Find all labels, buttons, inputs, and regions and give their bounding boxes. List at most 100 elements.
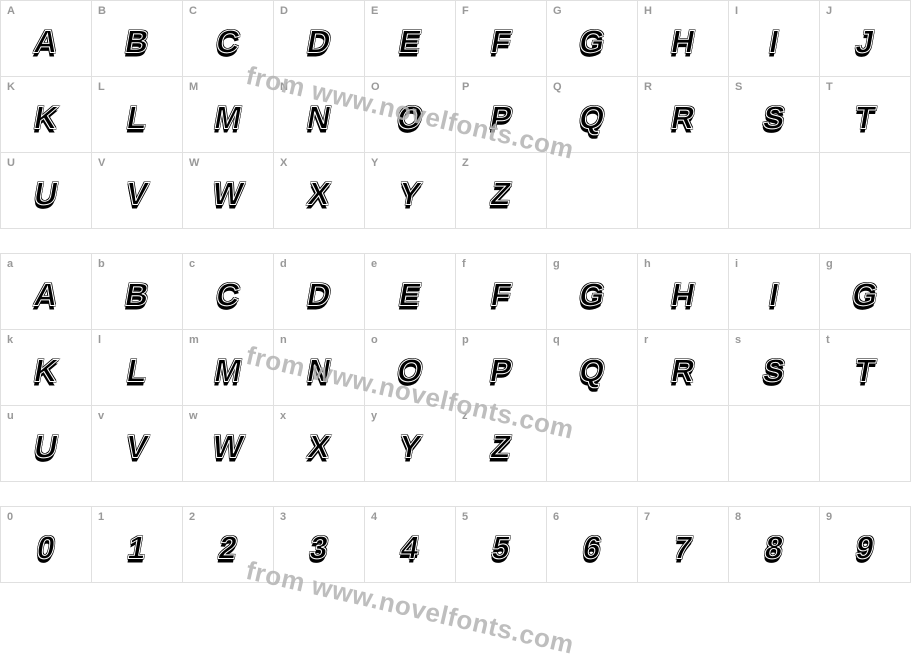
glyph-cell[interactable]: iII: [729, 254, 820, 330]
glyph-cell[interactable]: lLL: [92, 330, 183, 406]
glyph-cell[interactable]: xXX: [274, 406, 365, 482]
glyph-cell[interactable]: uUU: [1, 406, 92, 482]
glyph-cell[interactable]: DDD: [274, 1, 365, 77]
glyph-cell[interactable]: VVV: [92, 153, 183, 229]
glyph-key-label: f: [462, 258, 466, 270]
glyph-key-label: x: [280, 410, 286, 422]
glyph-cell[interactable]: OOO: [365, 77, 456, 153]
glyph-key-label: g: [826, 258, 833, 270]
glyph-cell[interactable]: RRR: [638, 77, 729, 153]
glyph-cell[interactable]: hHH: [638, 254, 729, 330]
glyph-cell[interactable]: 222: [183, 507, 274, 583]
glyph-cell[interactable]: 888: [729, 507, 820, 583]
glyph-preview: W: [210, 429, 247, 466]
glyph-cell[interactable]: EEE: [365, 1, 456, 77]
glyph-cell[interactable]: FFF: [456, 1, 547, 77]
glyph-cell[interactable]: KKK: [1, 77, 92, 153]
glyph-cell[interactable]: JJJ: [820, 1, 911, 77]
glyph-cell[interactable]: XXX: [274, 153, 365, 229]
glyph-cell[interactable]: zZZ: [456, 406, 547, 482]
glyph-preview: S: [760, 353, 788, 390]
glyph-key-label: t: [826, 334, 830, 346]
glyph-cell[interactable]: wWW: [183, 406, 274, 482]
glyph-cell[interactable]: 444: [365, 507, 456, 583]
glyph-cell[interactable]: LLL: [92, 77, 183, 153]
glyph-cell[interactable]: MMM: [183, 77, 274, 153]
glyph-cell[interactable]: 555: [456, 507, 547, 583]
glyph-cell: [547, 153, 638, 229]
glyph-cell[interactable]: III: [729, 1, 820, 77]
glyph-cell[interactable]: mMM: [183, 330, 274, 406]
charmap-section: aAAbBBcCCdDDeEEfFFgGGhHHiIIgGGkKKlLLmMMn…: [0, 253, 911, 482]
glyph-cell[interactable]: sSS: [729, 330, 820, 406]
glyph-key-label: v: [98, 410, 104, 422]
glyph-cell[interactable]: cCC: [183, 254, 274, 330]
glyph-cell: [729, 153, 820, 229]
glyph-cell[interactable]: HHH: [638, 1, 729, 77]
glyph-cell[interactable]: 111: [92, 507, 183, 583]
glyph-cell[interactable]: AAA: [1, 1, 92, 77]
glyph-cell: [820, 406, 911, 482]
glyph-key-label: y: [371, 410, 377, 422]
glyph-cell[interactable]: 333: [274, 507, 365, 583]
glyph-cell[interactable]: GGG: [547, 1, 638, 77]
glyph-key-label: g: [553, 258, 560, 270]
glyph-cell[interactable]: YYY: [365, 153, 456, 229]
glyph-key-label: 4: [371, 511, 377, 523]
glyph-cell[interactable]: WWW: [183, 153, 274, 229]
glyph-preview: N: [304, 353, 334, 390]
glyph-preview: B: [122, 277, 152, 314]
glyph-key-label: G: [553, 5, 562, 17]
glyph-preview: Z: [488, 429, 514, 466]
glyph-cell[interactable]: fFF: [456, 254, 547, 330]
glyph-cell[interactable]: dDD: [274, 254, 365, 330]
glyph-key-label: s: [735, 334, 741, 346]
glyph-cell[interactable]: CCC: [183, 1, 274, 77]
glyph-cell[interactable]: eEE: [365, 254, 456, 330]
glyph-cell[interactable]: NNN: [274, 77, 365, 153]
glyph-preview: M: [211, 100, 244, 137]
glyph-cell[interactable]: qQQ: [547, 330, 638, 406]
glyph-preview: G: [576, 24, 607, 61]
glyph-cell[interactable]: BBB: [92, 1, 183, 77]
glyph-key-label: o: [371, 334, 378, 346]
glyph-cell[interactable]: pPP: [456, 330, 547, 406]
glyph-cell[interactable]: QQQ: [547, 77, 638, 153]
glyph-key-label: 6: [553, 511, 559, 523]
glyph-cell[interactable]: SSS: [729, 77, 820, 153]
glyph-preview: B: [122, 24, 152, 61]
glyph-preview: X: [305, 176, 333, 213]
glyph-cell[interactable]: gGG: [820, 254, 911, 330]
glyph-key-label: D: [280, 5, 288, 17]
glyph-preview: I: [766, 277, 781, 314]
glyph-cell[interactable]: ZZZ: [456, 153, 547, 229]
glyph-key-label: i: [735, 258, 738, 270]
glyph-cell[interactable]: UUU: [1, 153, 92, 229]
glyph-preview: O: [394, 353, 425, 390]
glyph-cell[interactable]: 666: [547, 507, 638, 583]
charmap-grid: aAAbBBcCCdDDeEEfFFgGGhHHiIIgGGkKKlLLmMMn…: [0, 253, 911, 482]
glyph-cell[interactable]: kKK: [1, 330, 92, 406]
glyph-cell[interactable]: 777: [638, 507, 729, 583]
glyph-cell[interactable]: 999: [820, 507, 911, 583]
glyph-cell[interactable]: tTT: [820, 330, 911, 406]
glyph-cell[interactable]: oOO: [365, 330, 456, 406]
glyph-cell[interactable]: rRR: [638, 330, 729, 406]
charmap-grid: AAABBBCCCDDDEEEFFFGGGHHHIIIJJJKKKLLLMMMN…: [0, 0, 911, 229]
glyph-cell[interactable]: yYY: [365, 406, 456, 482]
glyph-preview: 3: [307, 530, 331, 567]
glyph-preview: F: [488, 24, 514, 61]
glyph-key-label: 7: [644, 511, 650, 523]
glyph-cell[interactable]: gGG: [547, 254, 638, 330]
glyph-cell[interactable]: 000: [1, 507, 92, 583]
glyph-cell[interactable]: bBB: [92, 254, 183, 330]
font-character-map: AAABBBCCCDDDEEEFFFGGGHHHIIIJJJKKKLLLMMMN…: [0, 0, 911, 583]
glyph-key-label: F: [462, 5, 469, 17]
glyph-key-label: B: [98, 5, 106, 17]
glyph-cell[interactable]: TTT: [820, 77, 911, 153]
glyph-cell[interactable]: PPP: [456, 77, 547, 153]
glyph-cell[interactable]: aAA: [1, 254, 92, 330]
glyph-key-label: d: [280, 258, 287, 270]
glyph-cell[interactable]: nNN: [274, 330, 365, 406]
glyph-cell[interactable]: vVV: [92, 406, 183, 482]
